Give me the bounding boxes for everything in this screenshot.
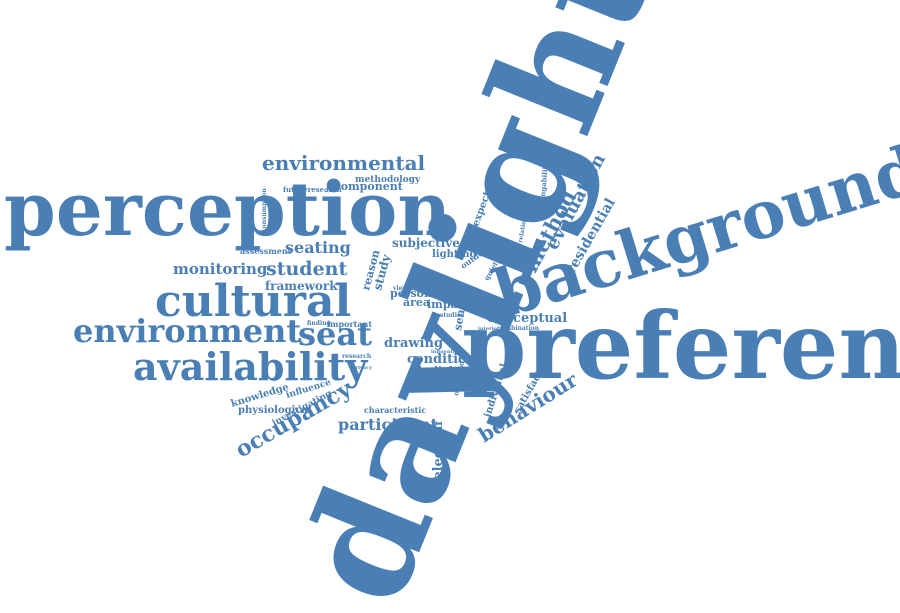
word-conceptual: conceptual bbox=[487, 311, 567, 326]
word-interior: interior bbox=[478, 326, 500, 332]
word-research: research bbox=[342, 353, 372, 360]
word-monitoring: monitoring bbox=[173, 260, 268, 278]
word-view: view bbox=[392, 285, 409, 292]
word-framework: framework bbox=[265, 279, 338, 293]
word-cultural: cultural bbox=[155, 276, 351, 327]
word-influential: influential bbox=[431, 349, 460, 355]
word-assessment: assessment bbox=[240, 246, 292, 256]
word-highlighted: highlighted bbox=[404, 385, 444, 392]
word-student: student bbox=[266, 258, 347, 280]
word-component: component bbox=[334, 180, 404, 193]
word-person: person bbox=[390, 287, 432, 300]
word-lighting: lighting bbox=[432, 249, 477, 260]
word-cloud-words: daylight preference perception backgroun… bbox=[4, 0, 900, 613]
word-studies: studies bbox=[440, 312, 465, 319]
word-level: level bbox=[408, 285, 424, 292]
word-environmental: environmental bbox=[262, 151, 426, 175]
word-context: context bbox=[431, 290, 465, 300]
word-selection: selection bbox=[431, 421, 446, 487]
word-seat: seat bbox=[298, 315, 372, 353]
word-methodology: methodology bbox=[355, 175, 421, 185]
word-subjective: subjective bbox=[392, 236, 460, 250]
word-participant: participant bbox=[338, 415, 438, 434]
word-important: important bbox=[327, 319, 372, 329]
word-impact: impact bbox=[427, 298, 470, 311]
word-privacy: privacy bbox=[352, 365, 373, 371]
word-physiological: physiological bbox=[238, 405, 312, 416]
word-characteristic: characteristic bbox=[364, 405, 426, 415]
word-combination: combination bbox=[497, 325, 540, 332]
word-daylighting: daylighting bbox=[415, 366, 479, 377]
word-area: area bbox=[403, 296, 430, 309]
word-finding: finding bbox=[307, 320, 332, 327]
word-drawing: drawing bbox=[384, 336, 443, 351]
word-preference: preference bbox=[462, 292, 900, 400]
word-futureresearch: futureresearch bbox=[283, 185, 342, 194]
word-environment: environment bbox=[73, 312, 301, 350]
word-availability: availability bbox=[133, 344, 368, 389]
word-perception: perception bbox=[4, 167, 451, 253]
word-condition: condition bbox=[407, 352, 477, 367]
word-seating: seating bbox=[285, 238, 351, 257]
word-consumption: consumption bbox=[261, 188, 268, 232]
